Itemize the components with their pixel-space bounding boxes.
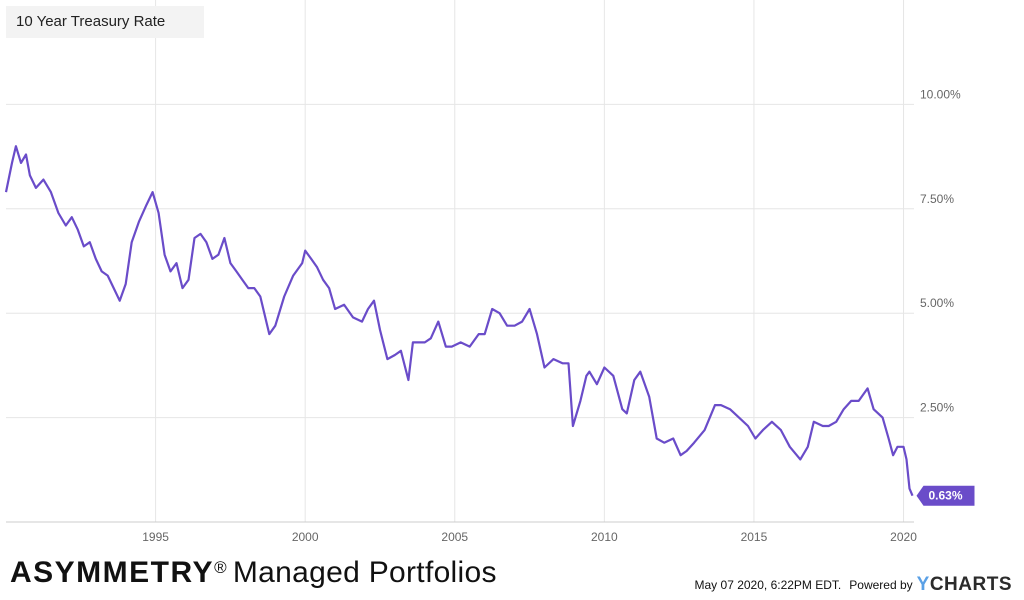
y-tick-label: 10.00%	[920, 87, 961, 101]
x-tick-label: 2005	[441, 530, 468, 544]
powered-by-label: Powered by	[849, 578, 913, 592]
x-tick-label: 2015	[741, 530, 768, 544]
last-value-badge	[916, 485, 975, 506]
ycharts-logo[interactable]: YCHARTS	[917, 574, 1012, 596]
x-tick-label: 2010	[591, 530, 618, 544]
y-tick-label: 7.50%	[920, 192, 954, 206]
x-tick-label: 2020	[890, 530, 917, 544]
brand-name: ASYMMETRY	[10, 556, 215, 589]
y-tick-label: 2.50%	[920, 401, 954, 415]
brand-logo: ASYMMETRY® Managed Portfolios	[10, 556, 497, 590]
last-value-text: 0.63%	[929, 489, 963, 503]
chart-area: 2.50% 5.00% 7.50% 10.00% 1995 2000 2005 2010 20…	[4, 0, 975, 544]
y-tick-label: 5.00%	[920, 296, 954, 310]
registered-mark: ®	[214, 558, 227, 577]
line-chart: 2.50% 5.00% 7.50% 10.00% 1995 2000 2005 2010 20…	[4, 0, 975, 544]
x-tick-label: 2000	[292, 530, 319, 544]
ycharts-y: Y	[916, 574, 930, 595]
ycharts-rest: CHARTS	[929, 574, 1012, 595]
series-line	[4, 145, 914, 497]
timestamp: May 07 2020, 6:22PM EDT.	[694, 578, 842, 592]
last-value-label: 0.63%	[916, 485, 975, 506]
chart-title: 10 Year Treasury Rate	[6, 6, 204, 38]
x-tick-label: 1995	[142, 530, 169, 544]
brand-tagline: Managed Portfolios	[232, 556, 497, 589]
footer-credits: May 07 2020, 6:22PM EDT. Powered by YCHA…	[695, 574, 1012, 596]
